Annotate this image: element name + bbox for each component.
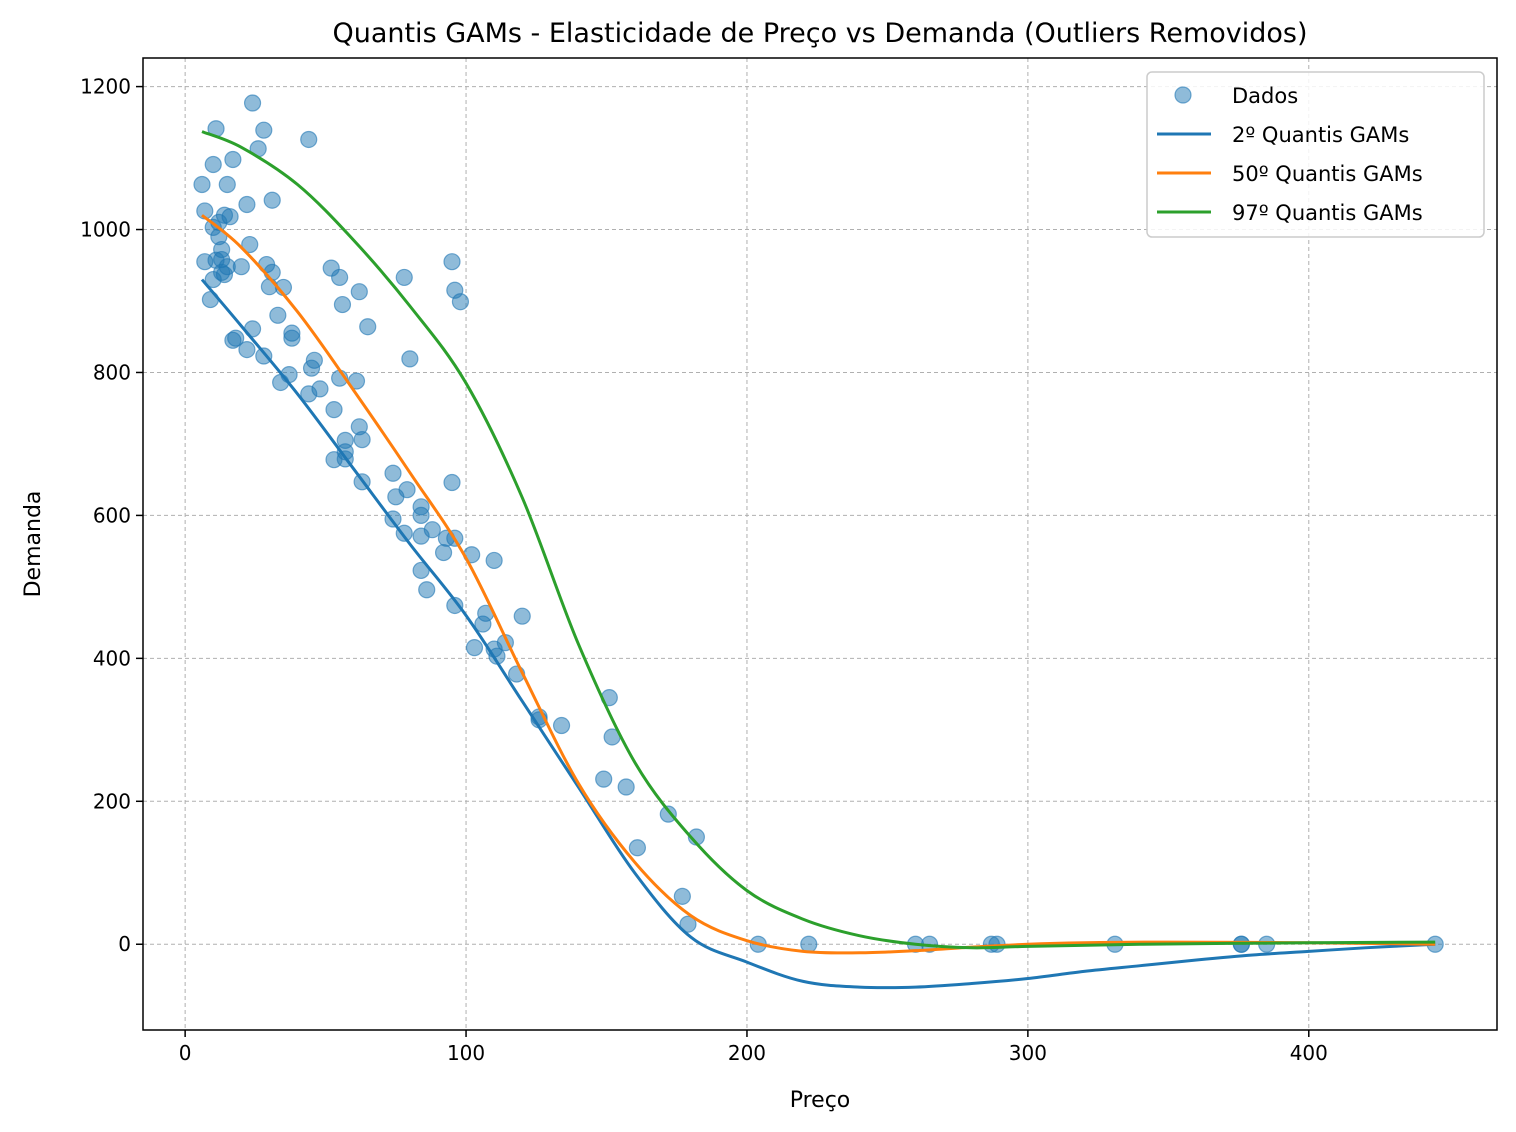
chart-title: Quantis GAMs - Elasticidade de Preço vs …	[332, 18, 1307, 49]
legend-box	[1146, 71, 1485, 238]
data-point	[300, 130, 318, 149]
data-point	[227, 329, 245, 347]
data-point	[628, 839, 647, 857]
data-point	[659, 805, 677, 823]
y-tick-label: 200	[93, 789, 131, 813]
data-point	[513, 607, 531, 625]
data-point	[193, 175, 211, 194]
data-point	[443, 473, 461, 492]
y-tick-label: 1000	[80, 218, 131, 242]
data-point	[350, 283, 368, 301]
data-point	[269, 306, 287, 324]
y-tick-label: 800	[93, 360, 131, 384]
x-tick-label: 200	[728, 1041, 766, 1065]
x-tick-label: 100	[447, 1041, 485, 1065]
data-point	[423, 521, 441, 539]
data-point	[241, 235, 259, 254]
data-point	[325, 401, 343, 419]
series-line-2	[201, 214, 1436, 955]
data-point	[465, 639, 484, 657]
data-point	[243, 94, 262, 112]
y-axis-label: Demanda	[21, 491, 46, 598]
series-line-3	[201, 130, 1436, 950]
data-point	[255, 347, 273, 365]
data-point	[679, 915, 697, 933]
data-point	[398, 481, 416, 499]
axis-ticks: 0 100 200 300 400 0 200 400 600 800 1000 1200	[80, 75, 1328, 1065]
legend-label-2: 50º Quantis GAMs	[1232, 162, 1423, 186]
legend-marker-dados	[1174, 86, 1192, 104]
plot-frame	[142, 57, 1498, 1031]
x-tick-label: 0	[179, 1041, 192, 1065]
data-point	[263, 191, 281, 209]
data-point	[255, 121, 273, 139]
data-point	[311, 380, 329, 398]
data-point	[204, 155, 222, 174]
y-tick-label: 1200	[80, 75, 131, 99]
data-point	[552, 716, 571, 735]
plot-area	[193, 94, 1444, 990]
data-point	[238, 195, 256, 214]
data-point	[331, 268, 349, 287]
data-point	[283, 329, 301, 347]
data-point	[333, 295, 352, 314]
data-point	[673, 887, 691, 905]
data-point	[359, 318, 377, 336]
data-point	[451, 293, 470, 311]
data-point	[412, 506, 430, 525]
data-point	[221, 208, 239, 226]
data-point	[305, 351, 323, 369]
y-tick-label: 0	[118, 932, 131, 956]
y-tick-label: 400	[93, 646, 131, 670]
data-point	[238, 341, 256, 359]
data-point	[232, 258, 250, 276]
data-point	[395, 268, 413, 287]
data-point	[384, 464, 402, 482]
x-axis-label: Preço	[790, 1088, 851, 1113]
data-point	[485, 551, 503, 570]
x-tick-label: 400	[1290, 1041, 1328, 1065]
data-point	[401, 350, 419, 368]
data-point	[443, 253, 461, 271]
data-point	[800, 935, 818, 953]
data-point	[434, 543, 453, 562]
data-point	[224, 150, 242, 169]
data-point	[595, 770, 613, 788]
data-point	[617, 778, 635, 796]
legend-label-3: 97º Quantis GAMs	[1232, 201, 1423, 225]
y-tick-label: 600	[93, 503, 131, 527]
data-point	[218, 175, 236, 194]
series-line-1	[200, 278, 1436, 990]
legend-label-dados: Dados	[1232, 84, 1298, 108]
legend-label-1: 2º Quantis GAMs	[1232, 123, 1409, 147]
data-point	[353, 431, 371, 449]
legend: Dados 2º Quantis GAMs 50º Quantis GAMs 97º …	[1146, 71, 1485, 238]
x-tick-label: 300	[1009, 1041, 1047, 1065]
data-point	[418, 581, 436, 599]
data-point	[446, 596, 464, 615]
